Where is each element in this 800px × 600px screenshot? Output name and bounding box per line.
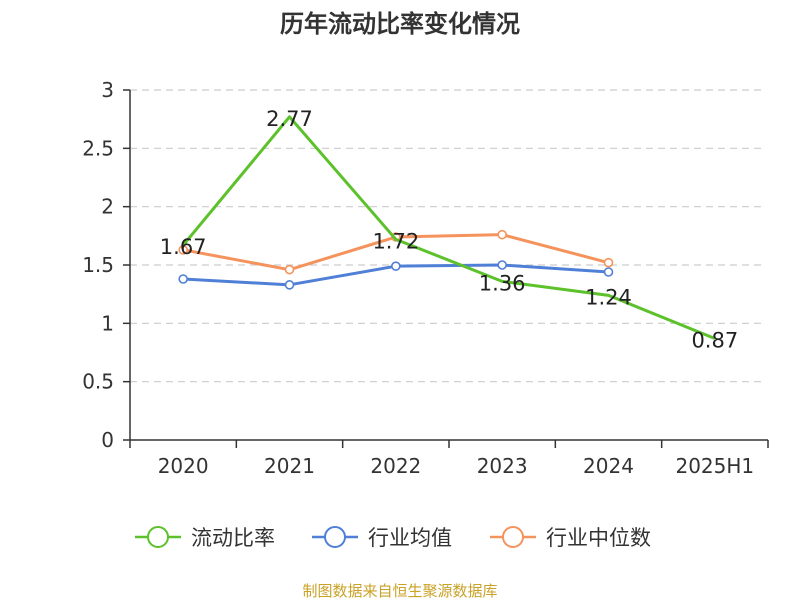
data-label: 1.72 bbox=[372, 229, 419, 253]
x-tick-label: 2024 bbox=[583, 454, 634, 478]
legend-item: 行业中位数 bbox=[490, 526, 651, 550]
legend-label: 行业中位数 bbox=[546, 526, 651, 550]
data-point bbox=[497, 229, 507, 240]
data-point bbox=[284, 264, 295, 275]
grid-lines bbox=[130, 89, 766, 383]
data-point bbox=[603, 257, 614, 268]
data-label: 0.87 bbox=[691, 329, 738, 353]
series-lines bbox=[178, 115, 716, 340]
legend-item: 流动比率 bbox=[135, 526, 275, 550]
data-label: 1.24 bbox=[585, 285, 632, 309]
legend-item: 行业均值 bbox=[312, 526, 452, 550]
chart-title: 历年流动比率变化情况 bbox=[280, 10, 520, 38]
legend-marker bbox=[324, 526, 346, 548]
data-label: 1.67 bbox=[160, 235, 207, 259]
data-label: 1.36 bbox=[479, 271, 526, 295]
x-tick-label: 2021 bbox=[264, 454, 315, 478]
y-tick-label: 3 bbox=[101, 78, 114, 102]
x-tick-label: 2020 bbox=[158, 454, 209, 478]
data-point bbox=[284, 280, 295, 290]
source-note: 制图数据来自恒生聚源数据库 bbox=[302, 582, 497, 600]
y-tick-label: 2 bbox=[101, 195, 114, 219]
y-tick-label: 0.5 bbox=[82, 370, 114, 394]
y-tick-label: 1.5 bbox=[82, 253, 114, 277]
data-labels: 1.67 2.77 1.72 1.36 1.24 0.87 bbox=[160, 107, 738, 353]
x-tick-label: 2025H1 bbox=[675, 454, 754, 478]
y-tick-label: 2.5 bbox=[82, 136, 114, 160]
legend-marker bbox=[502, 526, 524, 548]
legend-label: 行业均值 bbox=[368, 526, 452, 550]
x-tick-label: 2023 bbox=[477, 454, 528, 478]
series-line bbox=[182, 115, 716, 340]
data-point bbox=[497, 260, 507, 270]
y-tick-label: 0 bbox=[101, 428, 114, 452]
y-tick-label: 1 bbox=[101, 311, 114, 335]
data-label: 2.77 bbox=[266, 107, 313, 131]
x-tick-label: 2022 bbox=[370, 454, 421, 478]
data-point bbox=[603, 267, 614, 277]
data-point bbox=[178, 274, 188, 284]
data-point bbox=[178, 245, 188, 255]
y-axis-ticks: 0 0.5 1 1.5 2 2.5 3 bbox=[82, 78, 130, 452]
x-axis-ticks: 2020 2021 2022 2023 2024 2025H1 bbox=[129, 440, 769, 478]
legend: 流动比率 行业均值 行业中位数 bbox=[135, 526, 651, 550]
legend-marker bbox=[147, 526, 169, 548]
legend-label: 流动比率 bbox=[191, 526, 275, 550]
data-point bbox=[391, 261, 401, 271]
